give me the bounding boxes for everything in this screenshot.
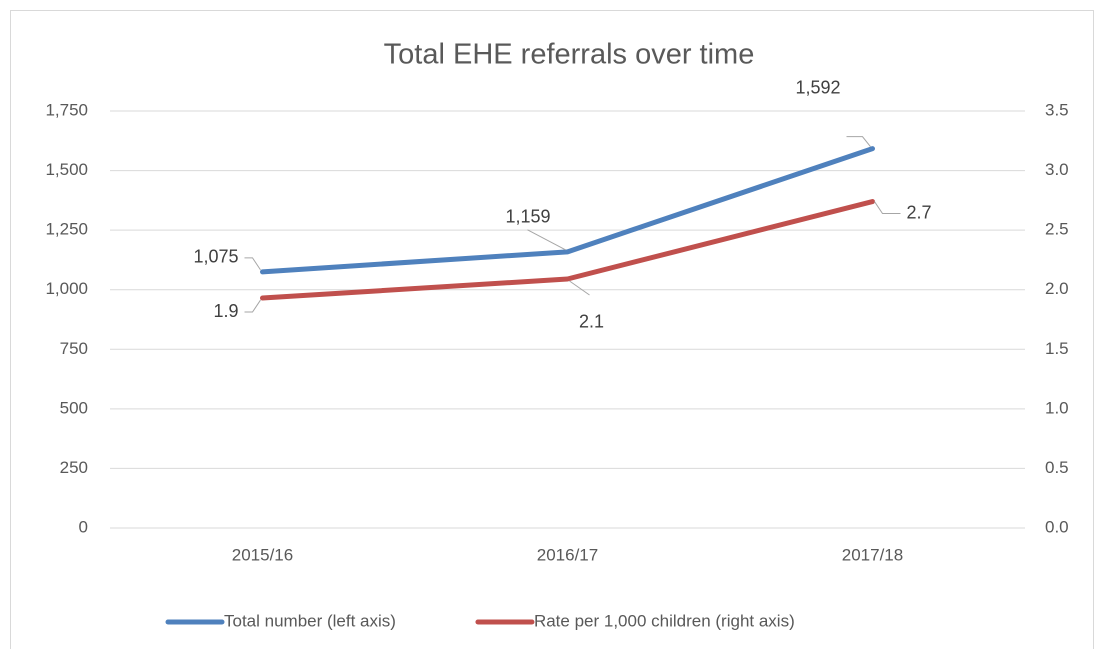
- leader-line: [569, 280, 590, 296]
- x-tick-label: 2015/16: [232, 545, 293, 564]
- leader-line: [527, 229, 566, 251]
- data-label: 1.9: [213, 301, 238, 321]
- y-tick-label: 750: [60, 339, 88, 358]
- data-label: 2.1: [579, 312, 604, 332]
- data-label: 1,592: [795, 77, 840, 97]
- leader-line: [244, 257, 261, 271]
- y-tick-label: 250: [60, 458, 88, 477]
- x-tick-label: 2017/18: [842, 545, 903, 564]
- y2-tick-label: 0.0: [1045, 517, 1069, 536]
- series-line: [260, 199, 875, 301]
- y-tick-label: 500: [60, 398, 88, 417]
- y-tick-label: 1,250: [45, 220, 88, 239]
- chart-border: [10, 10, 1094, 649]
- chart-title: Total EHE referrals over time: [384, 39, 755, 71]
- y-tick-label: 1,500: [45, 160, 88, 179]
- leader-line: [874, 201, 901, 215]
- y2-tick-label: 2.0: [1045, 279, 1069, 298]
- y2-tick-label: 3.5: [1045, 100, 1069, 119]
- data-label: 2.7: [907, 202, 932, 222]
- data-label: 1,159: [505, 207, 550, 227]
- series-line: [260, 146, 875, 275]
- leader-line: [846, 136, 871, 147]
- data-label: 1,075: [193, 247, 238, 267]
- legend-label: Rate per 1,000 children (right axis): [534, 611, 795, 630]
- y-tick-label: 1,750: [45, 100, 88, 119]
- y2-tick-label: 1.0: [1045, 398, 1069, 417]
- y-tick-label: 0: [79, 517, 88, 536]
- y-tick-label: 1,000: [45, 279, 88, 298]
- leader-line: [244, 299, 261, 313]
- x-tick-label: 2016/17: [537, 545, 598, 564]
- y2-tick-label: 2.5: [1045, 220, 1069, 239]
- legend-label: Total number (left axis): [224, 611, 396, 630]
- y2-tick-label: 0.5: [1045, 458, 1069, 477]
- y2-tick-label: 1.5: [1045, 339, 1069, 358]
- y2-tick-label: 3.0: [1045, 160, 1069, 179]
